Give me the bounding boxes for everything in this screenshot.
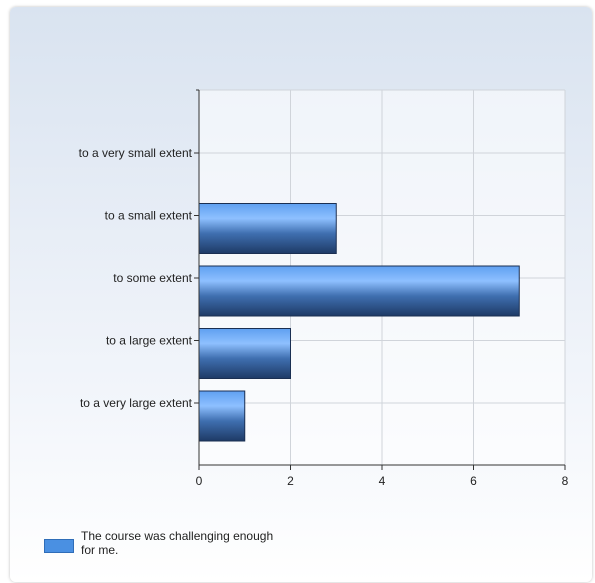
y-tick-label: to a small extent: [105, 209, 193, 223]
y-tick-label: to a large extent: [106, 334, 193, 348]
plot-area: to a very small extent to a small extent t…: [79, 89, 569, 488]
legend-label: The course was challenging enough for me…: [81, 529, 274, 557]
bar: [198, 328, 291, 379]
legend-swatch: [44, 539, 74, 553]
x-tick-label: 2: [287, 474, 294, 488]
bar: [198, 203, 337, 254]
bar: [198, 390, 246, 442]
y-tick-label: to some extent: [113, 271, 192, 285]
bar: [198, 265, 520, 317]
x-tick-label: 6: [470, 474, 477, 488]
x-tick-label: 4: [379, 474, 386, 488]
y-tick-label: to a very large extent: [80, 396, 193, 410]
y-tick-label: to a very small extent: [79, 146, 193, 160]
x-tick-label: 0: [196, 474, 203, 488]
x-tick-label: 8: [562, 474, 569, 488]
legend: The course was challenging enough for me…: [44, 529, 281, 557]
